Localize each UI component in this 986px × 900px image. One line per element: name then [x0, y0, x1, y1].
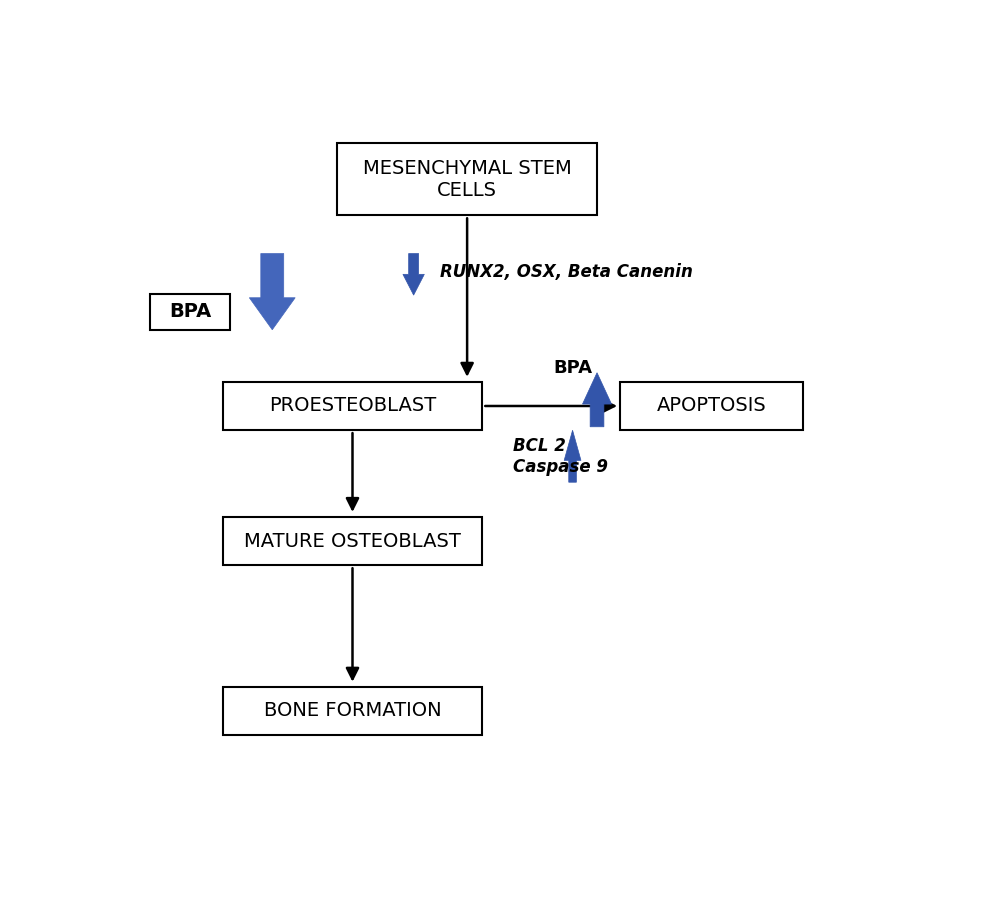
FancyBboxPatch shape	[223, 687, 482, 735]
Text: BPA: BPA	[169, 302, 211, 321]
FancyBboxPatch shape	[223, 517, 482, 565]
Text: BONE FORMATION: BONE FORMATION	[263, 701, 442, 720]
Text: MESENCHYMAL STEM
CELLS: MESENCHYMAL STEM CELLS	[363, 158, 572, 200]
Text: BPA: BPA	[553, 359, 593, 377]
Polygon shape	[564, 430, 581, 482]
Polygon shape	[583, 373, 611, 427]
FancyBboxPatch shape	[337, 142, 598, 215]
FancyBboxPatch shape	[223, 382, 482, 430]
FancyBboxPatch shape	[620, 382, 804, 430]
FancyBboxPatch shape	[150, 293, 230, 329]
Polygon shape	[249, 254, 295, 329]
Text: RUNX2, OSX, Beta Canenin: RUNX2, OSX, Beta Canenin	[441, 263, 693, 281]
Text: BCL 2
Caspase 9: BCL 2 Caspase 9	[513, 437, 608, 476]
Text: PROESTEOBLAST: PROESTEOBLAST	[269, 397, 436, 416]
Text: MATURE OSTEOBLAST: MATURE OSTEOBLAST	[245, 532, 460, 551]
Polygon shape	[403, 254, 424, 295]
Text: APOPTOSIS: APOPTOSIS	[657, 397, 766, 416]
